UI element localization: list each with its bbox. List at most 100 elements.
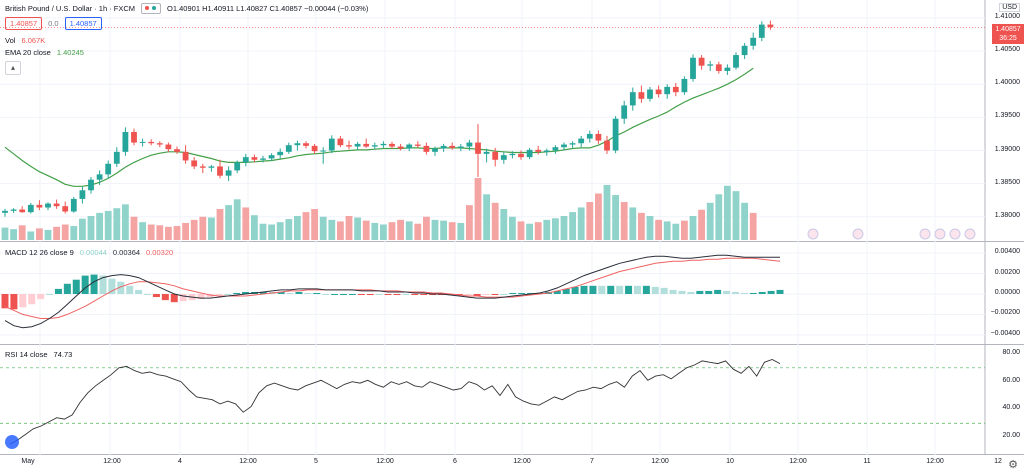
candle-body: [758, 24, 765, 38]
candle-body: [535, 149, 542, 152]
volume-bar: [328, 219, 336, 240]
volume-bar: [509, 216, 516, 240]
settings-gear-icon[interactable]: ⚙: [1008, 459, 1018, 471]
currency-label[interactable]: USD: [999, 3, 1020, 12]
candle-body: [225, 170, 232, 176]
macd-histogram-bar: [616, 285, 624, 294]
candle-body: [105, 163, 112, 175]
macd-histogram-bar: [295, 291, 303, 294]
candle-body: [294, 143, 301, 146]
volume-bar: [414, 223, 422, 240]
candle-body: [715, 64, 722, 71]
volume-bar: [457, 222, 465, 240]
macd-histogram-bar: [660, 287, 668, 294]
vol-label: Vol: [5, 36, 16, 45]
volume-bar: [216, 209, 224, 240]
volume-bar: [483, 194, 490, 240]
macd-histogram-bar: [633, 285, 641, 294]
volume-bar: [569, 212, 576, 240]
volume-bar: [319, 216, 327, 240]
volume-bar: [371, 222, 379, 240]
candle-body: [647, 89, 653, 99]
macd-histogram-bar: [179, 294, 187, 302]
price-tick-label: 1.40500: [994, 46, 1020, 54]
macd-line-value: 0.00364: [112, 248, 141, 257]
ema-line: [4, 67, 754, 187]
candle-body: [156, 143, 163, 145]
rsi-chart[interactable]: [0, 345, 1024, 455]
price-tick-label: 1.39000: [994, 145, 1020, 153]
time-tick-label: 11: [863, 458, 871, 465]
macd-histogram-bar: [126, 285, 134, 294]
rsi-tick-label: 60.00: [1002, 376, 1020, 384]
macd-histogram-bar: [331, 294, 339, 295]
macd-chart[interactable]: [0, 242, 1024, 345]
candle-body: [733, 55, 739, 68]
volume-bar: [190, 219, 198, 240]
volume-bar: [208, 217, 215, 240]
candle-body: [191, 160, 198, 167]
volume-bar: [491, 202, 499, 240]
volume-bar: [156, 225, 164, 240]
volume-bar: [698, 209, 705, 240]
visibility-toggle-icon[interactable]: [141, 3, 162, 14]
macd-histogram-bar: [553, 290, 561, 294]
candle-body: [466, 142, 473, 147]
candle-body: [750, 37, 757, 46]
candle-body: [311, 145, 318, 152]
volume-bar: [577, 207, 585, 240]
volume-bar: [440, 220, 447, 240]
macd-histogram-bar: [170, 294, 178, 303]
macd-histogram-bar: [705, 290, 713, 294]
macd-label: MACD 12 26 close 9: [5, 248, 74, 257]
bar-countdown: 36:25: [999, 35, 1017, 42]
candle-body: [182, 151, 189, 161]
time-tick-label: 12:00: [513, 458, 531, 465]
macd-legend[interactable]: MACD 12 26 close 9 0.00044 0.00364 0.003…: [5, 248, 173, 257]
volume-bar: [517, 221, 525, 240]
macd-pane[interactable]: MACD 12 26 close 9 0.00044 0.00364 0.003…: [0, 242, 1024, 345]
volume-bar: [302, 212, 310, 240]
volume-bar: [638, 212, 645, 240]
volume-bar: [724, 185, 731, 240]
time-tick-label: May: [21, 458, 35, 465]
candle-body: [569, 143, 576, 145]
rsi-label: RSI 14 close: [5, 350, 48, 359]
candle-body: [234, 162, 241, 171]
macd-histogram-bar: [607, 285, 615, 294]
macd-histogram-bar: [63, 283, 71, 294]
rsi-pane[interactable]: RSI 14 close 74.73 80.00 60.00 40.00 20.00: [0, 345, 1024, 455]
candle-body: [518, 153, 524, 158]
volume-bar: [276, 222, 284, 240]
buy-button[interactable]: 1.40857: [64, 17, 102, 30]
macd-histogram-bar: [46, 294, 54, 295]
macd-histogram-bar: [277, 291, 285, 294]
candle-body: [251, 157, 258, 160]
macd-histogram-bar: [224, 294, 232, 295]
volume-bar: [500, 209, 508, 240]
price-pane[interactable]: British Pound / U.S. Dollar · 1h · FXCM …: [0, 0, 1024, 242]
ema-legend[interactable]: EMA 20 close 1.40245: [5, 48, 84, 57]
price-chart[interactable]: [0, 0, 1024, 242]
volume-legend[interactable]: Vol 6.067K: [5, 36, 45, 45]
candle-body: [612, 118, 619, 151]
candle-body: [707, 64, 714, 66]
volume-bar: [139, 222, 146, 240]
volume-bar: [345, 215, 353, 240]
macd-histogram-bar: [304, 292, 312, 294]
macd-histogram-bar: [340, 294, 348, 295]
symbol-header: British Pound / U.S. Dollar · 1h · FXCM …: [5, 3, 368, 14]
volume-bar: [749, 212, 757, 240]
volume-bar: [405, 221, 413, 240]
candle-body: [174, 149, 180, 152]
symbol-title[interactable]: British Pound / U.S. Dollar · 1h · FXCM: [5, 4, 136, 13]
rsi-legend[interactable]: RSI 14 close 74.73: [5, 350, 72, 359]
macd-histogram-bar: [375, 294, 383, 295]
ema-value: 1.40245: [56, 48, 84, 57]
candle-body: [45, 203, 51, 208]
sell-button[interactable]: 1.40857: [5, 17, 43, 30]
volume-bar: [552, 218, 559, 240]
volume-bar: [311, 209, 318, 240]
collapse-icon[interactable]: ▴: [5, 61, 21, 75]
event-flag-icon: [852, 228, 864, 240]
